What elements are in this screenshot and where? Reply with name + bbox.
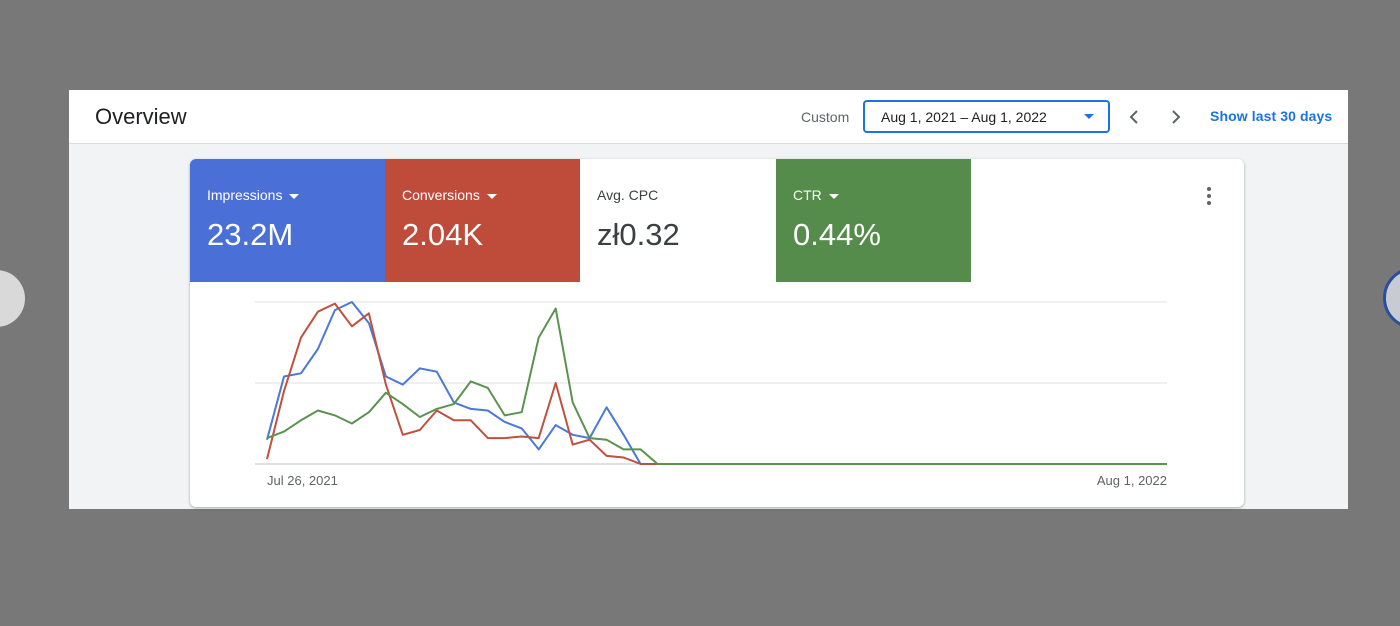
metric-label: Impressions [207,187,300,203]
page-title: Overview [95,104,187,129]
date-range-dropdown[interactable]: Aug 1, 2021 – Aug 1, 2022 [863,100,1110,133]
chevron-down-icon [1084,114,1094,119]
series-line-2 [266,307,1167,465]
x-tick-label-start: Jul 26, 2021 [267,473,338,488]
date-range-value: Aug 1, 2021 – Aug 1, 2022 [881,109,1047,125]
metric-value: zł0.32 [597,217,680,252]
carousel-next-button[interactable] [1383,267,1400,329]
chevron-right-icon [1172,110,1181,124]
series-line-1 [266,302,1167,465]
x-tick-label-end: Aug 1, 2022 [1097,473,1167,488]
metric-tile-impressions[interactable]: Impressions 23.2M [190,159,385,282]
show-last-30-days-link[interactable]: Show last 30 days [1210,108,1333,124]
metric-tile-conversions[interactable]: Conversions 2.04K [385,159,580,282]
metric-tile-avg-cpc[interactable]: Avg. CPC zł0.32 [580,159,775,282]
dropdown-caret-icon [828,193,839,199]
dropdown-caret-icon [486,193,497,199]
next-period-button[interactable] [1163,104,1189,130]
metric-tile-ctr[interactable]: CTR 0.44% [776,159,971,282]
previous-period-button[interactable] [1121,104,1147,130]
custom-label: Custom [801,109,850,125]
overview-panel: Overview Custom Aug 1, 2021 – Aug 1, 202… [69,90,1348,509]
overview-header: Overview Custom Aug 1, 2021 – Aug 1, 202… [69,90,1348,144]
metric-label: Avg. CPC [597,187,659,203]
metric-label: CTR [793,187,839,203]
chevron-left-icon [1129,110,1138,124]
metric-value: 2.04K [402,217,484,252]
metric-value: 0.44% [793,217,881,252]
carousel-prev-button[interactable] [0,270,25,327]
metric-value: 23.2M [207,217,294,252]
performance-line-chart: Jul 26, 2021 Aug 1, 2022 [255,301,1167,488]
metric-label: Conversions [402,187,497,203]
performance-card: Impressions 23.2M Conversions 2.04K Avg.… [190,159,1244,507]
more-options-icon[interactable] [1203,187,1215,207]
dropdown-caret-icon [289,193,300,199]
